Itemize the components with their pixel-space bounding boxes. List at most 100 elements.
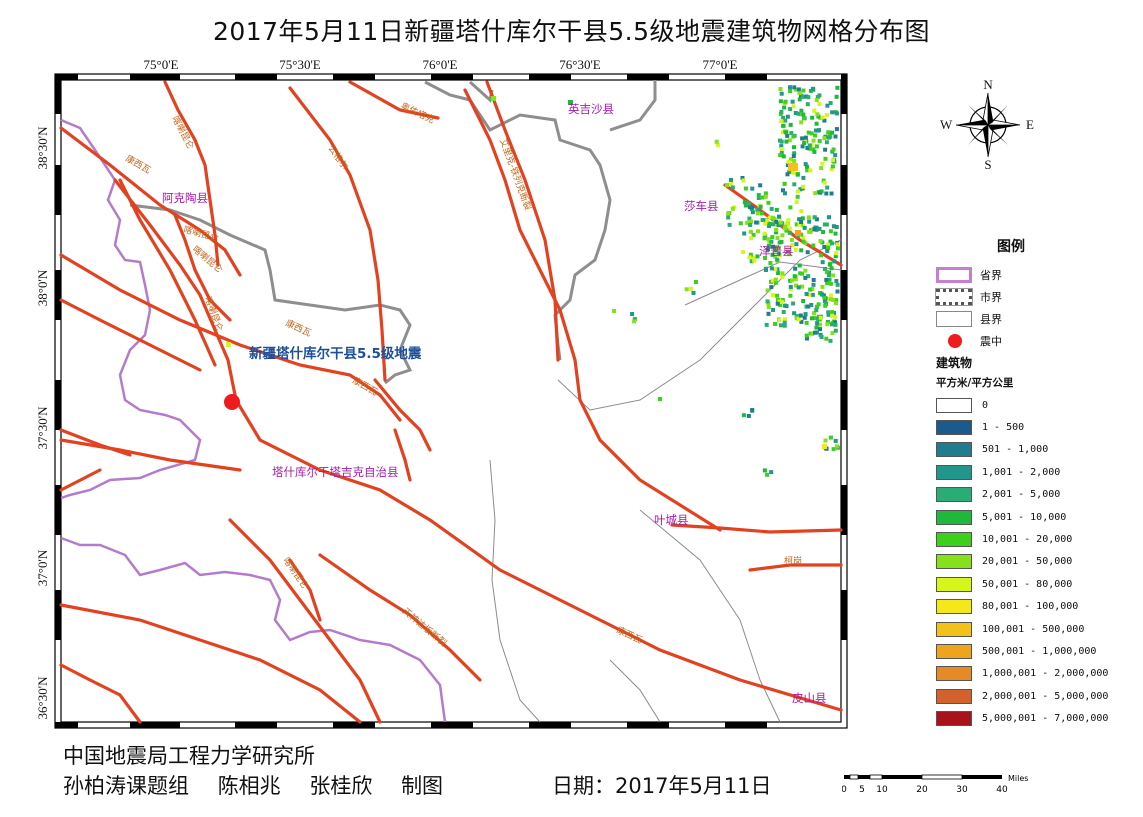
grid-cell: [833, 231, 838, 236]
grid-cell: [823, 266, 827, 271]
grid-cell: [800, 284, 805, 289]
grid-cell: [769, 266, 774, 271]
grid-cell: [786, 249, 790, 254]
grid-cell: [804, 292, 809, 296]
grid-cell: [794, 222, 799, 227]
grid-cell: [775, 267, 780, 272]
grid-cell: [781, 188, 785, 193]
grid-cell: [789, 157, 793, 162]
map-frame: [54, 73, 848, 729]
grid-cell: [801, 175, 806, 180]
grid-cell: [775, 236, 780, 240]
class-label: 1,001 - 2,000: [982, 466, 1061, 478]
grid-cell: [756, 196, 761, 200]
grid-cell: [834, 225, 839, 229]
grid-cell: [814, 98, 819, 103]
grid-cell: [750, 205, 755, 210]
province-swatch: [936, 267, 972, 283]
grid-cell: [779, 91, 784, 96]
grid-cell: [827, 262, 832, 267]
class-swatch: [936, 532, 972, 548]
grid-cell: [741, 250, 746, 255]
grid-cell: [815, 112, 820, 117]
grid-cell: [816, 302, 821, 307]
latitude-labels: 38°30'N 38°0'N 37°30'N 37°0'N 36°30'N: [35, 126, 50, 720]
grid-cell: [817, 226, 822, 231]
grid-cell: [780, 300, 784, 305]
grid-cell: [791, 301, 796, 306]
grid-cell: [835, 246, 840, 251]
grid-cell: [824, 191, 829, 196]
grid-cell: [826, 130, 831, 135]
grid-cell: [747, 200, 751, 205]
grid-cell: [792, 145, 796, 150]
grid-cell: [814, 217, 819, 222]
grid-cell: [766, 311, 771, 316]
grid-cell: [833, 320, 838, 325]
grid-cell: [745, 220, 750, 225]
grid-cell: [783, 191, 787, 196]
grid-cell: [829, 266, 834, 271]
grid-cell: [773, 230, 778, 235]
class-swatch: [936, 487, 972, 503]
grid-cell: [776, 251, 781, 256]
scale-tick: 30: [956, 785, 968, 795]
grid-cell: [738, 221, 743, 226]
grid-cell: [802, 225, 807, 230]
grid-cell: [831, 147, 836, 152]
grid-cell: [770, 235, 775, 240]
class-swatch: [936, 666, 972, 682]
grid-cell: [758, 183, 763, 188]
grid-cell: [809, 131, 814, 136]
lat-tick: 37°0'N: [35, 549, 50, 586]
grid-cell: [830, 130, 834, 135]
grid-cell: [811, 147, 816, 152]
grid-cell: [740, 176, 745, 180]
grid-cell: [816, 128, 820, 133]
grid-cell: [779, 109, 784, 114]
grid-cell: [794, 242, 799, 247]
grid-cell: [820, 115, 825, 120]
grid-cell: [788, 205, 793, 210]
grid-cell: [820, 260, 825, 265]
grid-cell: [807, 219, 812, 224]
legend-classes: 0 1 - 500 501 - 1,000 1,001 - 2,000 2,001 - …: [936, 394, 1136, 730]
epicenter-dot: [224, 394, 240, 410]
class-swatch: [936, 643, 972, 659]
grid-cell: [833, 254, 838, 259]
grid-cell: [783, 99, 788, 104]
class-swatch: [936, 464, 972, 480]
grid-cell: [773, 277, 778, 282]
grid-cell: [818, 315, 823, 320]
grid-cell: [800, 136, 805, 141]
grid-cell: [770, 215, 775, 220]
grid-cell: [748, 229, 753, 234]
grid-cell: [784, 130, 789, 135]
legend-class: 100,001 - 500,000: [936, 618, 1136, 640]
grid-cell: [799, 120, 804, 125]
legend-class: 5,001 - 10,000: [936, 506, 1136, 528]
legend-class: 5,000,001 - 7,000,000: [936, 707, 1136, 729]
grid-cell: [819, 335, 824, 339]
grid-cell: [778, 87, 783, 91]
legend-class: 500,001 - 1,000,000: [936, 640, 1136, 662]
grid-cell: [793, 266, 798, 271]
grid-cell: [802, 315, 807, 320]
scale-tick: 10: [876, 785, 888, 795]
grid-cell: [782, 320, 787, 325]
grid-cell: [803, 268, 808, 273]
grid-cell: [773, 322, 778, 326]
grid-cell: [820, 292, 825, 297]
grid-cell: [824, 277, 829, 282]
grid-cell: [727, 222, 732, 227]
grid-cell: [829, 191, 834, 196]
grid-cell: [779, 151, 784, 155]
grid-cell: [782, 303, 787, 308]
grid-cell: [820, 284, 825, 289]
lat-tick: 36°30'N: [35, 676, 50, 720]
grid-cell: [812, 108, 817, 113]
grid-cell: [799, 220, 804, 224]
grid-cell: [794, 283, 799, 288]
grid-cell: [819, 166, 824, 171]
class-label: 5,001 - 10,000: [982, 511, 1067, 523]
